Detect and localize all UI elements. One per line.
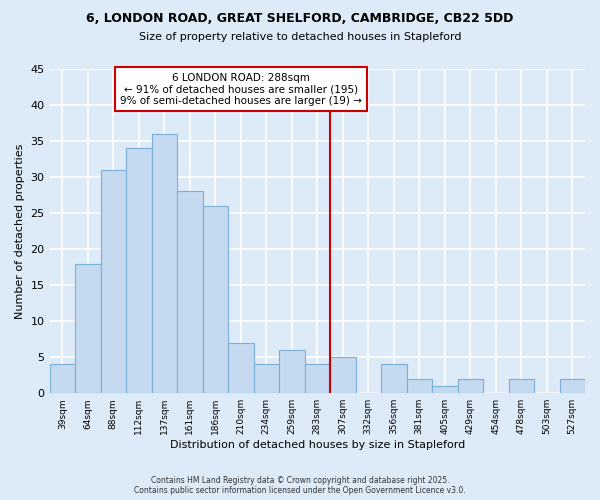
Text: 6, LONDON ROAD, GREAT SHELFORD, CAMBRIDGE, CB22 5DD: 6, LONDON ROAD, GREAT SHELFORD, CAMBRIDG… (86, 12, 514, 26)
Bar (228, 343, 254, 393)
Bar (305, 364, 330, 393)
Text: 6 LONDON ROAD: 288sqm
← 91% of detached houses are smaller (195)
9% of semi-deta: 6 LONDON ROAD: 288sqm ← 91% of detached … (120, 72, 362, 106)
Bar (101, 170, 126, 393)
Bar (407, 379, 432, 393)
Bar (432, 386, 458, 393)
Bar (381, 364, 407, 393)
Bar (75, 264, 101, 393)
Bar (203, 206, 228, 393)
Bar (177, 192, 203, 393)
Y-axis label: Number of detached properties: Number of detached properties (15, 144, 25, 319)
X-axis label: Distribution of detached houses by size in Stapleford: Distribution of detached houses by size … (170, 440, 465, 450)
Bar (560, 379, 585, 393)
Text: Size of property relative to detached houses in Stapleford: Size of property relative to detached ho… (139, 32, 461, 42)
Bar (279, 350, 305, 393)
Bar (126, 148, 152, 393)
Text: Contains HM Land Registry data © Crown copyright and database right 2025.
Contai: Contains HM Land Registry data © Crown c… (134, 476, 466, 495)
Bar (330, 357, 356, 393)
Bar (254, 364, 279, 393)
Bar (458, 379, 483, 393)
Bar (152, 134, 177, 393)
Bar (50, 364, 75, 393)
Bar (509, 379, 534, 393)
